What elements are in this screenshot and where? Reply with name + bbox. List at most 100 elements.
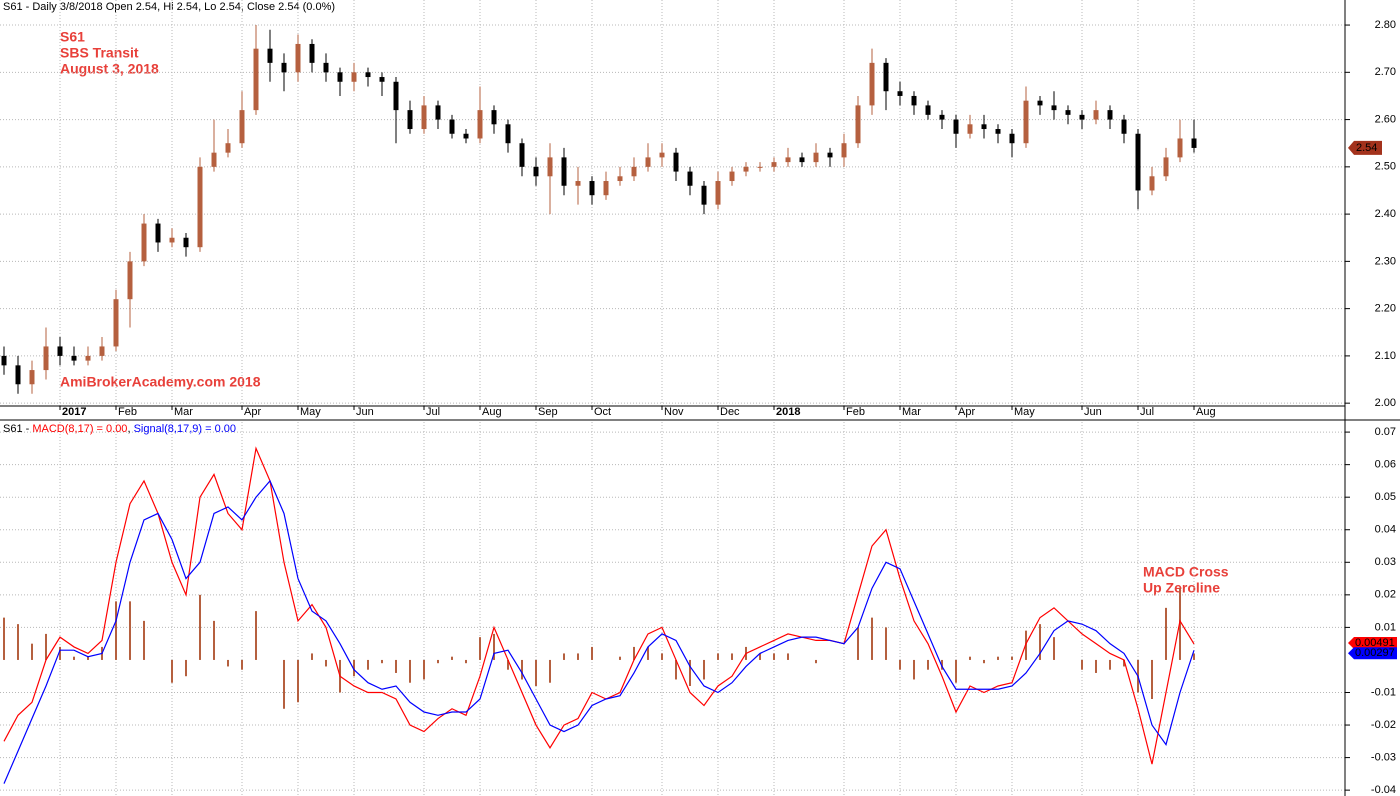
histogram-bar [899, 659, 901, 670]
histogram-bar [479, 637, 481, 660]
x-tick-label: Apr [244, 406, 261, 418]
candle-body [533, 166, 539, 177]
line-series [3, 479, 1195, 784]
x-tick-label: Sep [538, 406, 558, 418]
histogram-bar [1109, 659, 1111, 670]
histogram-bar [395, 659, 397, 673]
candle-body [225, 143, 231, 153]
last-price-marker [1348, 140, 1382, 155]
candle-body [477, 110, 483, 139]
histogram-bar [647, 646, 649, 660]
candle-body [309, 43, 315, 63]
y-tick-label: -0.04 [1371, 784, 1396, 796]
candle-body [841, 143, 847, 158]
x-tick-label: Nov [664, 406, 684, 418]
histogram-bar [17, 624, 19, 660]
histogram-bar [451, 656, 453, 660]
y-tick-label: 0.07 [1375, 426, 1396, 438]
histogram-bar [1193, 653, 1195, 660]
histogram-bar [787, 653, 789, 660]
candle-body [561, 157, 567, 186]
histogram-bar [857, 627, 859, 660]
y-tick-label: 0.01 [1375, 621, 1396, 633]
candle-body [897, 91, 903, 96]
candle-body [771, 162, 777, 167]
histogram-bar [1095, 659, 1097, 673]
histogram-bar [1011, 656, 1013, 660]
macd-legend: S61 - MACD(8,17) = 0.00, Signal(8,17,9) … [3, 423, 236, 435]
candle-body [463, 133, 469, 139]
candle-body [281, 62, 287, 73]
candle-body [1177, 138, 1183, 158]
candle-body [127, 261, 133, 300]
candle-body [1093, 110, 1099, 120]
x-tick-label: Apr [958, 406, 975, 418]
x-tick-label: Mar [902, 406, 921, 418]
candle-body [925, 105, 931, 115]
histogram-bar [521, 659, 523, 680]
candle-body [29, 370, 35, 385]
legend-prefix: S61 - [3, 423, 32, 435]
candle-body [911, 95, 917, 106]
candle-body [799, 157, 805, 163]
candle-body [1023, 100, 1029, 144]
x-tick-label: 2018 [776, 406, 800, 418]
y-tick-label: 2.70 [1375, 66, 1396, 78]
histogram-bar [815, 659, 817, 664]
candle-body [519, 143, 525, 167]
histogram-bar [381, 659, 383, 664]
annotation: AmiBrokerAcademy.com 2018 [60, 374, 261, 390]
annotation: S61 [60, 29, 85, 45]
histogram-bar [955, 659, 957, 683]
candle-body [211, 152, 217, 167]
histogram-bar [969, 656, 971, 660]
candle-body [729, 171, 735, 182]
annotation: MACD Cross [1143, 564, 1229, 580]
candle-body [491, 110, 497, 125]
candle-body [1, 355, 7, 366]
candle-body [99, 346, 105, 356]
histogram-bar [1081, 659, 1083, 670]
candle-body [757, 166, 763, 168]
histogram-bar [717, 653, 719, 660]
candle-body [323, 62, 329, 73]
histogram-bar [1039, 624, 1041, 660]
candle-body [645, 157, 651, 167]
y-tick-label: 2.20 [1375, 303, 1396, 315]
x-tick-label: Jul [426, 406, 440, 418]
histogram-bar [633, 646, 635, 660]
candle-body [981, 124, 987, 130]
candle-body [687, 171, 693, 186]
histogram-bar [73, 656, 75, 660]
histogram-bar [549, 659, 551, 683]
candle-body [953, 119, 959, 134]
histogram-bar [507, 659, 509, 670]
candle-body [85, 355, 91, 361]
histogram-bar [45, 633, 47, 660]
candle-body [295, 43, 301, 73]
candle-body [43, 346, 49, 371]
histogram-bar [983, 659, 985, 664]
histogram-bar [1165, 607, 1167, 660]
histogram-bar [129, 601, 131, 660]
histogram-bar [367, 659, 369, 670]
candle-body [1135, 133, 1141, 191]
histogram-bar [241, 659, 243, 670]
y-tick-label: -0.01 [1371, 686, 1396, 698]
candle-body [169, 237, 175, 243]
histogram-bar [325, 659, 327, 667]
last-price-label: 2.54 [1356, 142, 1377, 154]
candle-body [421, 105, 427, 130]
x-tick-label: Feb [846, 406, 865, 418]
annotation: Up Zeroline [1143, 580, 1220, 596]
histogram-bar [913, 659, 915, 680]
histogram-bar [213, 620, 215, 660]
histogram-bar [885, 627, 887, 660]
candle-body [701, 185, 707, 205]
candle-body [435, 105, 441, 120]
candle-body [1065, 110, 1071, 115]
candle-body [869, 62, 875, 106]
candle-body [1037, 100, 1043, 106]
candle-body [337, 72, 343, 82]
